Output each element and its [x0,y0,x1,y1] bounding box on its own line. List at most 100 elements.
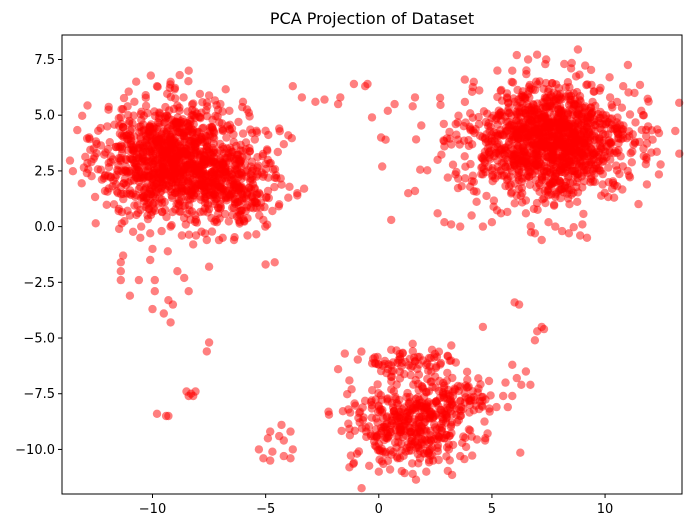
data-point [119,93,129,103]
data-point [440,218,449,227]
data-point [404,411,414,421]
data-point [383,456,393,466]
data-point [586,158,596,167]
data-point [483,429,492,438]
data-point [376,446,385,456]
data-point [413,449,422,459]
data-point [619,82,628,91]
data-point [475,86,484,95]
data-point [583,134,592,143]
data-point [204,262,214,271]
data-point [221,209,230,219]
data-point [418,435,427,444]
data-point [158,207,167,217]
data-point [137,222,146,231]
data-point [77,179,86,188]
y-tick-label: 0.0 [34,220,55,235]
data-point [367,401,377,410]
data-point [574,162,583,171]
data-point [391,394,400,404]
data-point [530,336,540,345]
data-point [116,267,126,276]
data-point [354,447,364,456]
data-point [654,170,664,179]
data-point [408,339,417,348]
data-point [434,347,444,356]
data-point [149,153,158,162]
data-point [100,186,110,196]
data-point [360,396,370,405]
data-point [146,126,155,136]
data-point [124,178,133,187]
data-point [469,177,478,186]
data-point [136,233,145,242]
data-point [581,102,590,111]
data-point [493,162,502,172]
data-point [530,229,540,238]
data-point [263,155,273,164]
data-point [408,459,417,468]
data-point [428,443,437,452]
data-point [275,200,284,209]
data-point [448,160,458,169]
data-point [239,216,249,225]
data-point [516,448,525,457]
data-point [179,128,189,137]
data-point [123,102,132,111]
data-point [437,427,447,436]
data-point [518,198,527,207]
data-point [587,109,596,118]
data-point [374,389,383,398]
data-point [474,120,484,129]
data-point [191,133,200,143]
data-point [345,431,355,440]
data-point [492,402,501,412]
data-point [157,195,166,204]
data-point [627,158,636,167]
data-point [485,126,494,136]
data-point [439,378,448,388]
data-point [238,129,248,138]
data-point [387,385,396,394]
data-point [560,59,569,69]
data-point [184,66,193,75]
data-point [132,210,141,220]
data-point [152,409,162,418]
data-point [594,134,604,143]
data-point [177,231,187,240]
data-point [392,452,402,461]
data-point [419,426,428,435]
data-point [168,207,177,217]
data-point [204,338,214,347]
data-point [537,137,546,147]
data-point [551,190,560,199]
data-point [566,98,575,107]
data-point [493,66,502,75]
data-point [576,231,585,240]
data-point [146,255,155,265]
data-point [207,227,217,236]
data-point [541,198,550,208]
data-point [270,173,279,182]
data-point [482,191,491,201]
data-point [226,172,235,182]
data-point [526,128,535,137]
data-point [372,414,381,423]
data-point [586,65,596,75]
data-point [447,341,456,350]
data-point [374,407,383,417]
data-point [166,318,175,327]
data-point [166,222,175,231]
data-point [461,118,470,127]
data-point [439,119,448,129]
data-point [250,135,259,144]
data-point [293,191,302,200]
data-point [569,188,578,197]
data-point [464,382,473,391]
data-point [447,470,457,480]
data-point [349,79,359,89]
data-point [523,55,533,64]
data-point [373,380,382,389]
data-point [229,130,238,139]
data-point [575,70,584,79]
